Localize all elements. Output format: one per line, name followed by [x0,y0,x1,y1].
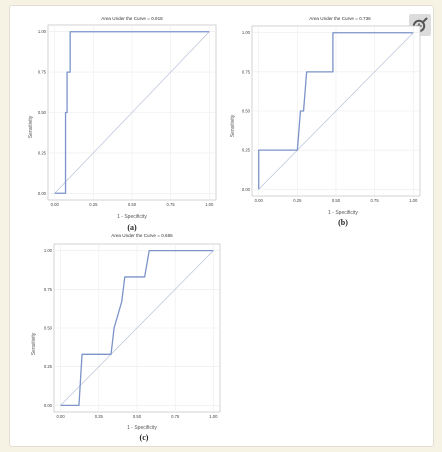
y-axis-label: Sensitivity [31,332,37,355]
panel-label: (a) [127,223,137,232]
plot-area: 0.00 0.00 0.25 0.25 0.50 0.50 0.75 0.75 1.00 1.00 [242,25,421,203]
x-tick-label: 1.00 [205,202,214,207]
x-tick-label: 1.00 [409,198,418,203]
roc-curve [60,249,214,407]
x-axis-label: 1 - Specificity [127,425,157,431]
x-axis-label: 1 - Specificity [328,210,358,216]
y-tick-label: 0.75 [44,287,53,292]
roc-panel-a: 0.00 0.00 0.25 0.25 0.50 0.50 0.75 0.75 1.00 1.00… [28,16,217,232]
x-tick-label: 0.00 [57,414,66,419]
x-tick-label: 0.00 [51,202,60,207]
panel-label: (c) [140,433,149,442]
x-axis-label: 1 - Specificity [117,214,147,220]
reference-diagonal [258,32,414,190]
roc-curve [258,32,414,190]
roc-panel-b: 0.00 0.00 0.25 0.25 0.50 0.50 0.75 0.75 1.00 1.00… [230,16,421,227]
x-tick-label: 0.50 [128,202,137,207]
y-axis-label: Sensitivity [230,114,236,137]
chart-title: Area Under the Curve = 0.736 [309,16,371,21]
x-tick-label: 0.75 [167,202,176,207]
y-tick-label: 0.25 [242,148,251,153]
x-tick-label: 0.75 [171,414,180,419]
y-tick-label: 0.00 [44,403,53,408]
y-tick-label: 0.25 [38,150,47,155]
y-tick-label: 0.00 [38,191,47,196]
y-tick-label: 0.00 [242,187,251,192]
y-tick-label: 0.50 [38,110,47,115]
y-tick-label: 0.75 [242,69,251,74]
reference-diagonal [60,250,214,406]
y-tick-label: 1.00 [44,248,53,253]
x-tick-label: 0.25 [293,198,302,203]
y-tick-label: 0.50 [242,109,251,114]
x-tick-label: 0.25 [89,202,98,207]
reference-diagonal [54,31,210,194]
x-tick-label: 0.75 [371,198,380,203]
y-tick-label: 0.25 [44,364,53,369]
y-tick-label: 1.00 [242,30,251,35]
y-tick-label: 0.50 [44,326,53,331]
chart-title: Area Under the Curve = 0.655 [111,233,173,238]
panel-label: (b) [338,218,348,227]
x-tick-label: 0.50 [332,198,341,203]
x-tick-label: 1.00 [209,414,218,419]
x-tick-label: 0.50 [133,414,142,419]
y-axis-label: Sensitivity [28,115,34,138]
chart-title: Area Under the Curve = 0.918 [101,16,163,21]
y-tick-label: 0.75 [38,70,47,75]
x-tick-label: 0.25 [95,414,104,419]
roc-panel-c: 0.00 0.00 0.25 0.25 0.50 0.50 0.75 0.75 1.00 1.00… [31,233,221,442]
plot-area: 0.00 0.00 0.25 0.25 0.50 0.50 0.75 0.75 1.00 1.00 [44,243,221,419]
plot-area: 0.00 0.00 0.25 0.25 0.50 0.50 0.75 0.75 1.00 1.00 [38,24,217,207]
x-tick-label: 0.00 [255,198,264,203]
roc-curve [54,31,210,194]
y-tick-label: 1.00 [38,29,47,34]
